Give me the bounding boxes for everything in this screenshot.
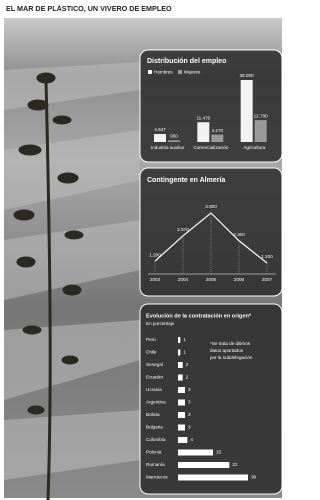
value-label: 3 <box>188 425 191 430</box>
bar <box>178 462 229 468</box>
value-label: 2.570 <box>177 227 189 232</box>
y-tick-label: Bulgaria <box>146 425 163 430</box>
legend-swatch <box>178 70 182 74</box>
bar <box>211 135 223 142</box>
legend-swatch <box>148 70 152 74</box>
value-label: 4 <box>190 437 193 442</box>
legend-label: Hombres <box>154 70 173 75</box>
chart-title: Evolución de la contratación en origen* <box>146 313 252 319</box>
y-tick-label: Polonia <box>146 450 162 455</box>
value-label: 3 <box>188 400 191 405</box>
bar <box>168 140 180 142</box>
value-label: 1 <box>183 337 186 342</box>
y-tick-label: Ucrania <box>146 387 162 392</box>
bar <box>255 120 267 142</box>
value-label: 3 <box>188 412 191 417</box>
bar <box>178 387 185 393</box>
x-tick-label: Comercialización <box>194 145 229 150</box>
page-title: EL MAR DE PLÁSTICO, UN VIVERO DE EMPLEO <box>6 4 172 13</box>
chart-title: Distribución del empleo <box>147 58 226 65</box>
bar <box>178 437 187 443</box>
x-tick-label: 2003 <box>150 277 161 282</box>
y-tick-label: Senegal <box>146 362 163 367</box>
bar <box>154 134 166 142</box>
bar <box>241 80 253 142</box>
bar <box>178 337 180 343</box>
bar <box>178 375 183 381</box>
x-tick-label: Industria auxiliar <box>151 145 185 150</box>
y-tick-label: Colombia <box>146 437 166 442</box>
value-label: 1 <box>183 350 186 355</box>
y-tick-label: Argentina <box>146 400 166 405</box>
bar <box>178 362 183 368</box>
legend-label: Mujeres <box>184 70 201 75</box>
value-label: 1.200 <box>149 252 161 257</box>
value-label: 11.470 <box>196 115 210 120</box>
y-tick-label: Perú <box>146 337 156 342</box>
value-label: 4.647 <box>154 127 166 132</box>
value-label: 30 <box>251 475 257 480</box>
y-tick-label: Marruecos <box>146 475 168 480</box>
bar <box>197 122 209 142</box>
value-label: 36.000 <box>240 73 254 78</box>
bar <box>178 425 185 431</box>
value-label: 2 <box>186 362 189 367</box>
x-tick-label: 2007 <box>262 277 273 282</box>
value-label: 3 <box>188 387 191 392</box>
value-label: 1.100 <box>261 254 273 259</box>
bar <box>178 475 248 481</box>
x-tick-label: 2004 <box>178 277 189 282</box>
bar <box>178 400 185 406</box>
infographic: EL MAR DE PLÁSTICO, UN VIVERO DE EMPLEO … <box>0 0 286 500</box>
value-label: 2 <box>186 375 189 380</box>
value-label: 950 <box>170 134 178 139</box>
chart-subtitle: En porcentaje <box>146 321 175 326</box>
note: por la subdelegación <box>210 355 253 360</box>
bar <box>178 412 185 418</box>
y-tick-label: Bolivia <box>146 412 160 417</box>
bar <box>178 350 180 356</box>
y-tick-label: Rumanía <box>146 462 165 467</box>
chart-title: Contingente en Almería <box>147 177 225 184</box>
value-label: 22 <box>232 462 238 467</box>
y-tick-label: Ecuador <box>146 375 164 380</box>
x-tick-label: 2006 <box>234 277 245 282</box>
value-label: 3.800 <box>205 204 217 209</box>
note: *Se trata de últimos <box>210 341 251 346</box>
value-label: 12.700 <box>254 113 268 118</box>
bar <box>178 450 213 456</box>
note: datos aportados <box>210 348 244 353</box>
value-label: 4.270 <box>212 128 224 133</box>
x-tick-label: 2005 <box>206 277 217 282</box>
value-label: 2.300 <box>233 232 245 237</box>
value-label: 15 <box>216 450 222 455</box>
x-tick-label: Agricultura <box>243 145 265 150</box>
y-tick-label: Chile <box>146 350 157 355</box>
